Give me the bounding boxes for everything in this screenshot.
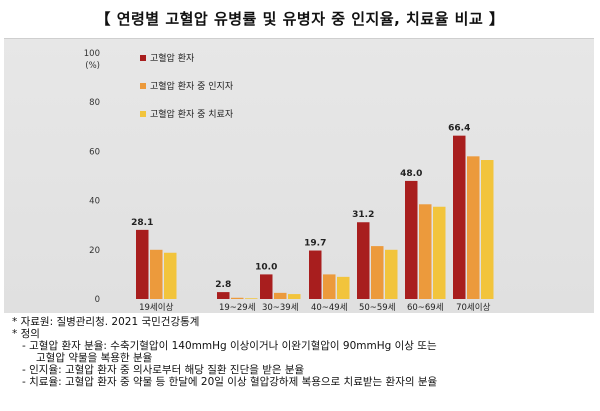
definition-treatment: - 치료율: 고혈압 환자 중 약물 등 한달에 20일 이상 혈압강하제 복용… [22,376,438,388]
legend-label: 고혈압 환자 중 인지자 [150,80,234,92]
bar [309,250,322,299]
y-tick-label: 40 [89,197,100,207]
y-tick-label: 60 [89,147,100,157]
data-label: 28.1 [131,218,153,228]
data-label: 10.0 [255,262,277,272]
bar [231,297,244,299]
data-label: 19.7 [304,239,326,249]
bar [164,252,177,299]
chart-panel: 0 20 40 60 80 100 (%) 28.1 19세이상 2.8 19~29세 10.0 30… [4,38,594,313]
legend-label: 고혈압 환자 중 치료자 [150,108,234,120]
bar [453,135,466,299]
bar [467,156,480,299]
bar [419,204,432,299]
bar [357,222,370,299]
bar [136,229,149,299]
bar [337,276,350,299]
legend-swatch [140,83,146,89]
bar [323,274,336,299]
bar [385,249,398,299]
legend-swatch [140,111,146,117]
definition-heading: * 정의 [12,328,40,340]
bar [405,180,418,299]
category-label: 70세이상 [456,302,490,313]
y-axis-top-label: 100 [84,49,100,59]
category-label: 50~59세 [359,303,396,313]
data-label: 66.4 [448,124,470,134]
bar [274,292,287,299]
y-axis-unit: (%) [85,61,100,71]
category-label: 60~69세 [407,303,444,313]
source-note: * 자료원: 질병관리청. 2021 국민건강통계 [12,316,200,328]
category-label: 40~49세 [311,303,348,313]
legend-swatch [140,55,146,61]
legend-label: 고혈압 환자 [150,52,195,64]
category-label: 19세이상 [139,302,173,313]
category-label: 30~39세 [262,303,299,313]
bar [433,206,446,299]
definition-awareness: - 인지율: 고혈압 환자 중 의사로부터 해당 질환 진단을 받은 분율 [22,364,305,376]
y-tick-label: 20 [89,246,100,256]
y-tick-label: 80 [89,98,100,108]
definition-prevalence: - 고혈압 환자 분율: 수축기혈압이 140mmHg 이상이거나 이완기혈압이… [22,340,437,352]
bar-chart: 0 20 40 60 80 100 (%) 28.1 19세이상 2.8 19~29세 10.0 30… [84,49,494,313]
data-label: 48.0 [400,169,422,179]
bar [150,249,163,299]
bar [260,274,273,299]
bar [288,294,301,299]
data-label: 2.8 [215,280,231,290]
bar [217,292,230,299]
definition-prevalence-cont: 고혈압 약물을 복용한 분율 [36,352,153,364]
category-label: 19~29세 [219,303,256,313]
bar [371,246,384,299]
notes: * 자료원: 질병관리청. 2021 국민건강통계 * 정의 - 고혈압 환자 … [12,316,592,388]
chart-title: 【 연령별 고혈압 유병률 및 유병자 중 인지율, 치료율 비교 】 [95,10,505,28]
y-tick-label: 0 [95,295,100,305]
bar [245,298,258,299]
bar [481,160,494,299]
data-label: 31.2 [352,210,374,220]
